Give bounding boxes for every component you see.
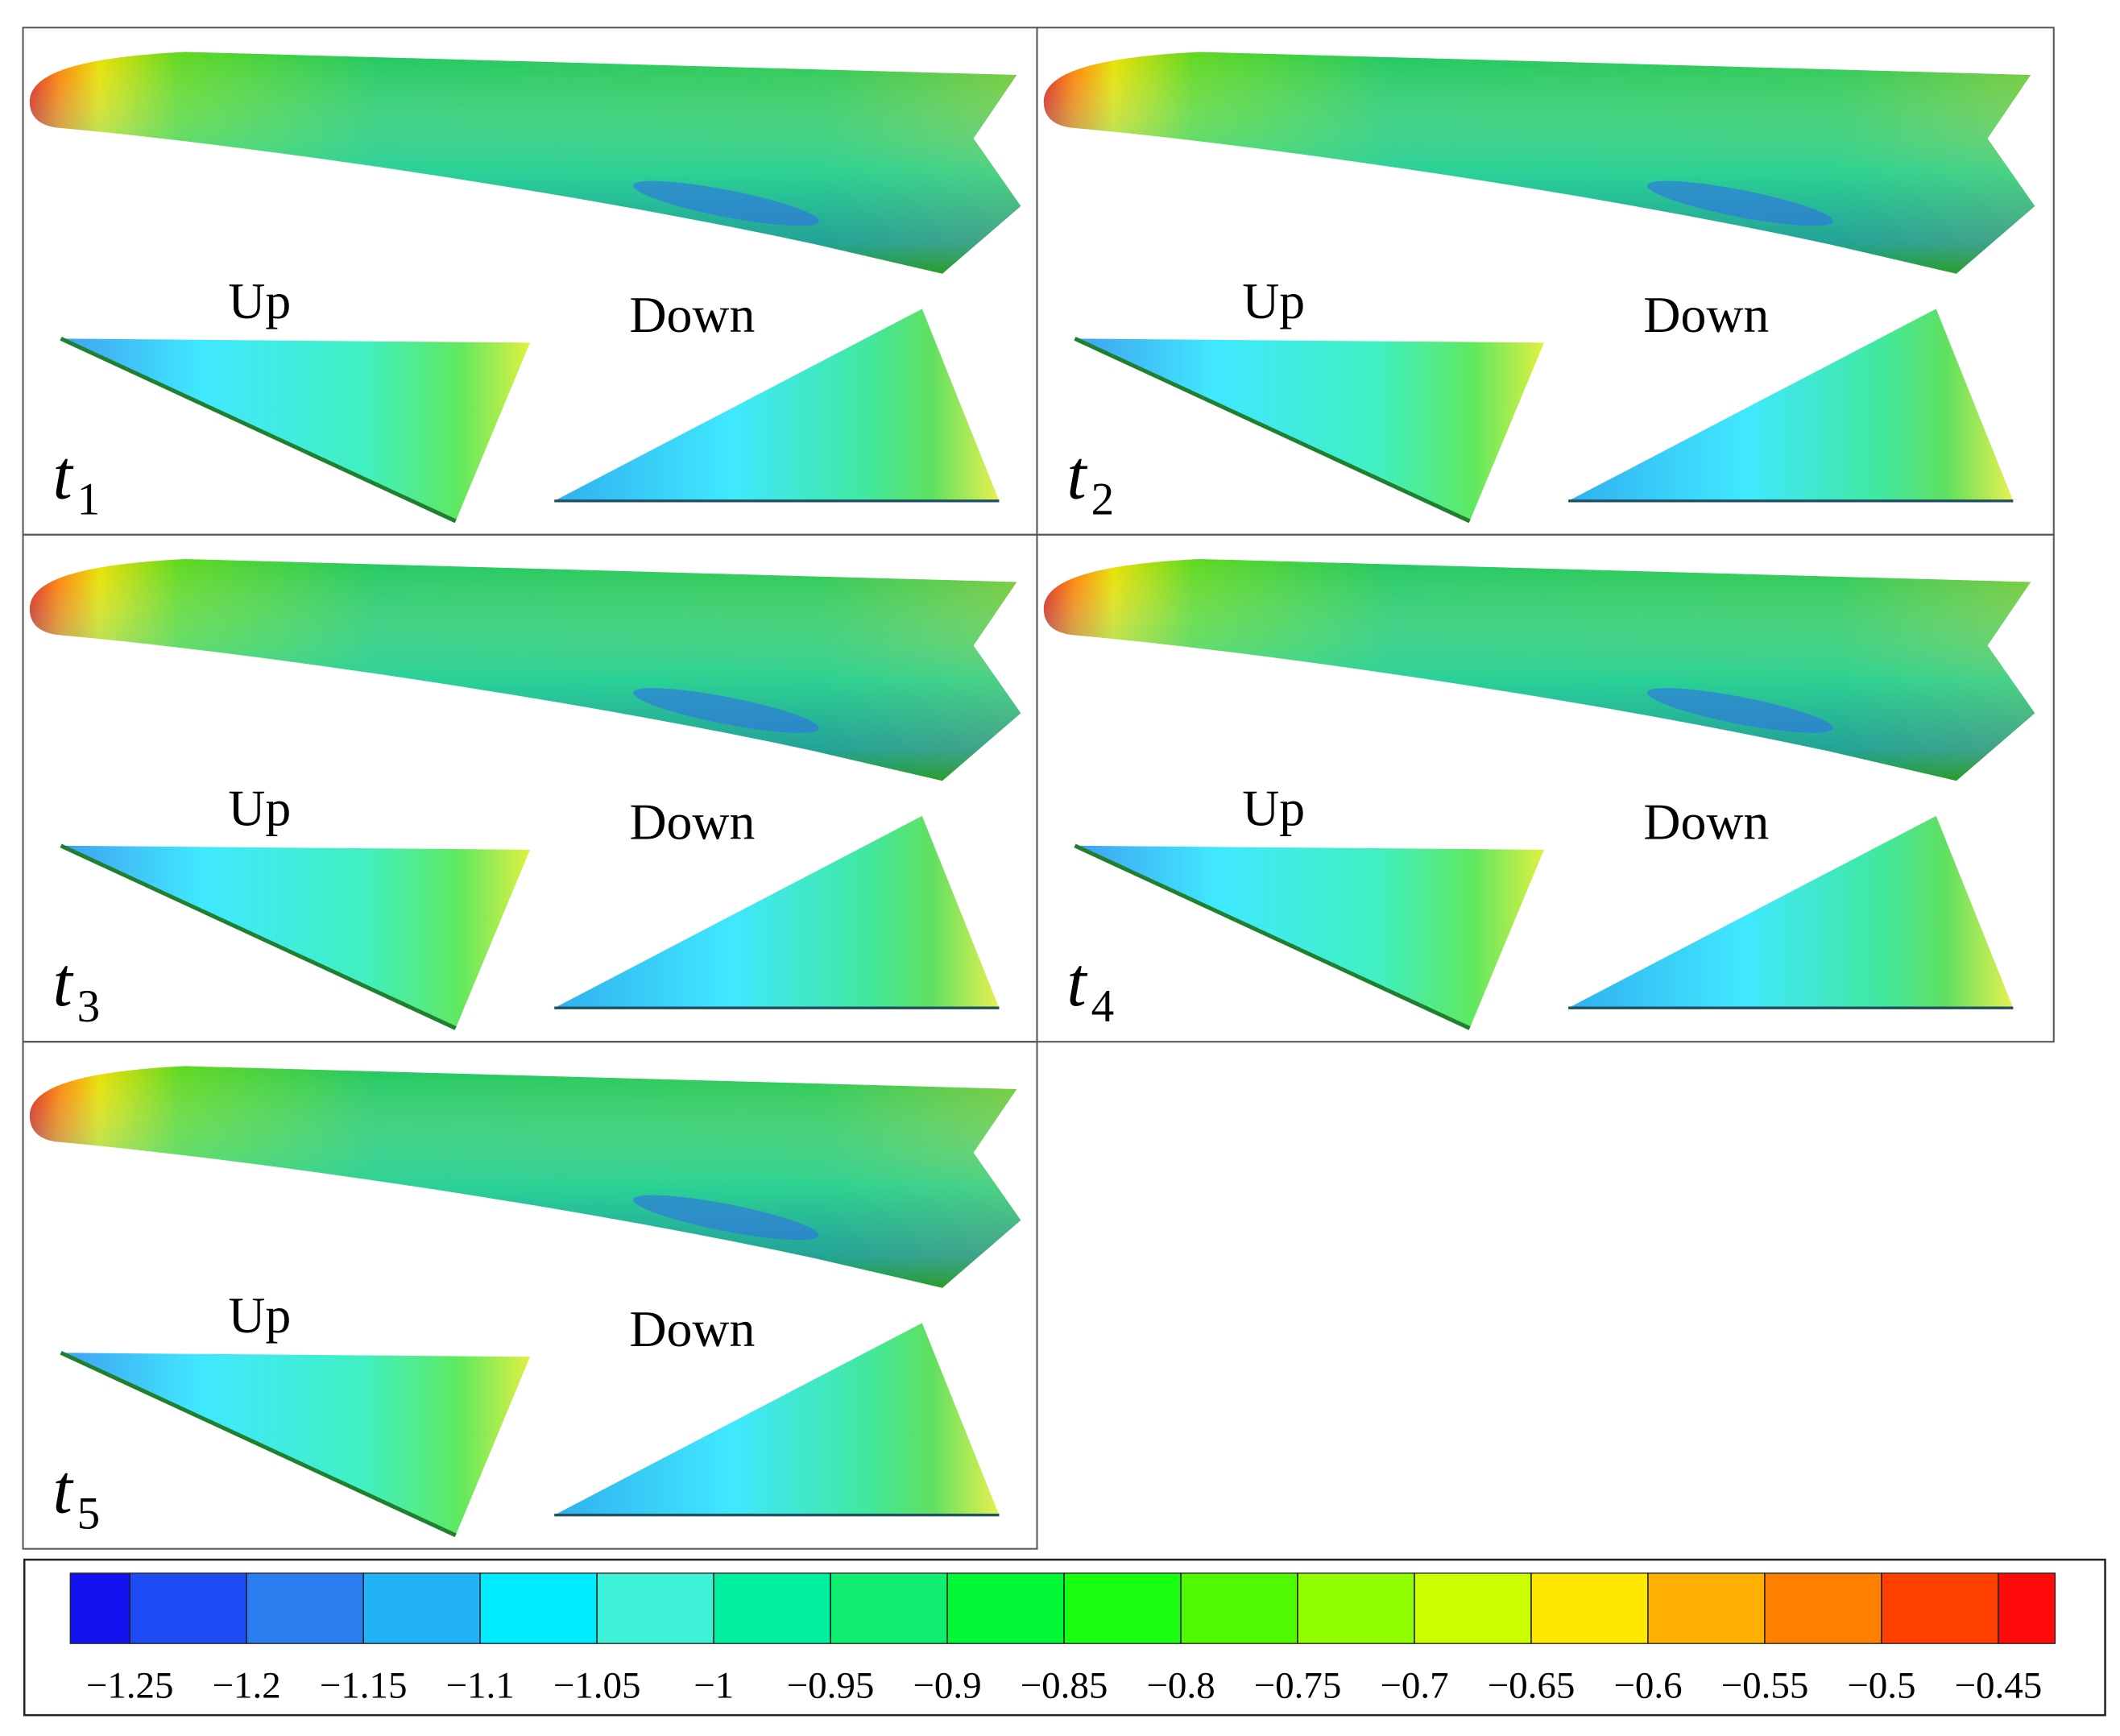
colorbar-tick-label: −0.85 xyxy=(1021,1664,1108,1706)
time-label: t xyxy=(1066,943,1087,1021)
upper-label: Up xyxy=(228,272,291,329)
colorbar-tick-label: −1.15 xyxy=(320,1664,408,1706)
colorbar-cell xyxy=(1998,1572,2056,1644)
upper-wing xyxy=(60,1353,531,1535)
colorbar-frame xyxy=(23,1558,2106,1717)
colorbar-cell xyxy=(713,1572,831,1644)
colorbar-cell xyxy=(69,1572,130,1644)
upper-wing xyxy=(60,845,531,1029)
colorbar-tick-label: −1.2 xyxy=(212,1664,280,1706)
lower-wing xyxy=(1568,309,2014,501)
lower-label: Down xyxy=(1643,286,1769,343)
colorbar-cell xyxy=(946,1572,1065,1644)
colorbar-cell xyxy=(479,1572,598,1644)
colorbar-cell xyxy=(830,1572,948,1644)
time-index: 3 xyxy=(77,981,101,1032)
lower-label: Down xyxy=(629,1300,755,1357)
colorbar-tick-label: −0.45 xyxy=(1955,1664,2043,1706)
lower-label: Down xyxy=(629,793,755,850)
colorbar-cell xyxy=(1647,1572,1766,1644)
upper-label: Up xyxy=(1242,780,1305,837)
colorbar-tick-label: −0.75 xyxy=(1254,1664,1342,1706)
upper-label: Up xyxy=(228,780,291,837)
colorbar-tick-label: −0.5 xyxy=(1847,1664,1915,1706)
colorbar-cell xyxy=(1881,1572,1999,1644)
low-pressure-zone xyxy=(633,180,819,226)
time-index: 5 xyxy=(77,1488,101,1539)
colorbar-cell xyxy=(1414,1572,1532,1644)
time-label: t xyxy=(52,435,73,513)
colorbar-tick-label: −0.55 xyxy=(1721,1664,1809,1706)
time-label: t xyxy=(52,943,73,1021)
colorbar-tick-label: −0.7 xyxy=(1380,1664,1448,1706)
panel: Up Down t 5 xyxy=(29,1066,1021,1539)
upper-wing xyxy=(1074,845,1544,1029)
lower-wing xyxy=(554,1323,1000,1515)
colorbar-cell xyxy=(596,1572,714,1644)
colorbar-tick-label: −0.65 xyxy=(1488,1664,1576,1706)
panel: Up Down t 2 xyxy=(1043,52,2035,525)
low-pressure-zone xyxy=(633,1195,819,1241)
upper-label: Up xyxy=(1242,272,1305,329)
panel: Up Down t 3 xyxy=(29,558,1021,1032)
colorbar-cell xyxy=(246,1572,364,1644)
colorbar-tick-label: −1.25 xyxy=(86,1664,174,1706)
lower-wing xyxy=(554,815,1000,1009)
upper-wing-edge xyxy=(1074,337,1471,524)
time-index: 2 xyxy=(1091,474,1115,525)
low-pressure-zone xyxy=(1646,688,1833,733)
colorbar-cell xyxy=(1530,1572,1649,1644)
colorbar-tick-label: −1 xyxy=(694,1664,734,1706)
upper-wing xyxy=(60,338,531,521)
lower-wing xyxy=(554,309,1000,501)
colorbar-tick-label: −0.6 xyxy=(1613,1664,1682,1706)
fuselage-shade xyxy=(1043,558,2035,781)
time-index: 1 xyxy=(77,474,101,525)
colorbar-cell xyxy=(129,1572,247,1644)
upper-wing-edge xyxy=(60,1350,457,1538)
colorbar-cell xyxy=(1764,1572,1882,1644)
colorbar-tick-label: −0.8 xyxy=(1146,1664,1215,1706)
fuselage-shade xyxy=(29,558,1021,781)
colorbar-cell xyxy=(362,1572,481,1644)
panel: Up Down t 4 xyxy=(1043,558,2035,1032)
colorbar-cell xyxy=(1063,1572,1182,1644)
lower-label: Down xyxy=(1643,793,1769,850)
fuselage-shade xyxy=(1043,52,2035,274)
colorbar-tick-label: −0.9 xyxy=(913,1664,981,1706)
upper-wing xyxy=(1074,338,1544,521)
upper-label: Up xyxy=(228,1286,291,1344)
low-pressure-zone xyxy=(1646,180,1833,226)
panel-grid xyxy=(22,27,2055,1550)
upper-wing-edge xyxy=(60,843,457,1030)
low-pressure-zone xyxy=(633,688,819,733)
fuselage-shade xyxy=(29,52,1021,274)
colorbar-cell xyxy=(1297,1572,1415,1644)
lower-wing xyxy=(1568,815,2014,1009)
upper-wing-edge xyxy=(1074,843,1471,1030)
colorbar-tick-label: −0.95 xyxy=(787,1664,875,1706)
time-label: t xyxy=(1066,435,1087,513)
colorbar-cell xyxy=(1180,1572,1298,1644)
fuselage-shade xyxy=(29,1066,1021,1288)
upper-wing-edge xyxy=(60,337,457,524)
lower-label: Down xyxy=(629,286,755,343)
panel: Up Down t 1 xyxy=(29,52,1021,525)
time-index: 4 xyxy=(1091,981,1115,1032)
colorbar-tick-label: −1.05 xyxy=(553,1664,641,1706)
time-label: t xyxy=(52,1449,73,1527)
colorbar-tick-label: −1.1 xyxy=(445,1664,514,1706)
